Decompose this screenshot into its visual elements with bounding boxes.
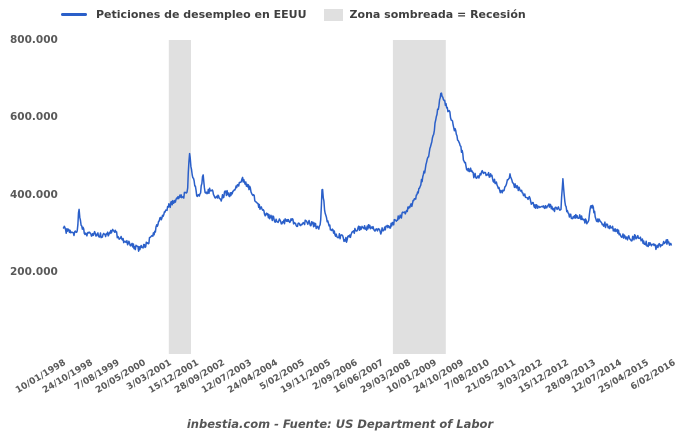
series-line-swatch-icon (61, 13, 87, 16)
series-legend-label: Peticiones de desempleo en EEUU (96, 8, 307, 21)
recession-legend-label: Zona sombreada = Recesión (349, 8, 526, 21)
source-attribution: inbestia.com - Fuente: US Department of … (186, 417, 494, 431)
recession-band-swatch-icon (323, 8, 343, 21)
claims-line-series (62, 92, 673, 252)
recession-band (392, 40, 446, 354)
chart-legend: Peticiones de desempleo en EEUU Zona som… (61, 6, 526, 23)
